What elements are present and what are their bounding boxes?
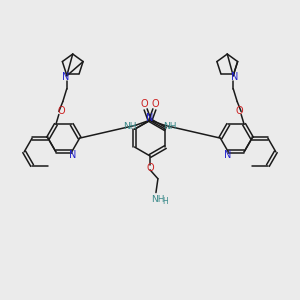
Text: N: N bbox=[69, 150, 76, 160]
Text: O: O bbox=[152, 99, 159, 110]
Text: NH: NH bbox=[151, 195, 165, 204]
Text: O: O bbox=[146, 163, 154, 173]
Text: O: O bbox=[236, 106, 243, 116]
Text: NH: NH bbox=[123, 122, 136, 131]
Text: NH: NH bbox=[164, 122, 177, 131]
Text: O: O bbox=[57, 106, 64, 116]
Text: N: N bbox=[230, 72, 238, 82]
Text: O: O bbox=[141, 99, 148, 110]
Text: N: N bbox=[146, 113, 154, 123]
Text: N: N bbox=[62, 72, 70, 82]
Text: H: H bbox=[162, 196, 168, 206]
Text: N: N bbox=[224, 150, 231, 160]
